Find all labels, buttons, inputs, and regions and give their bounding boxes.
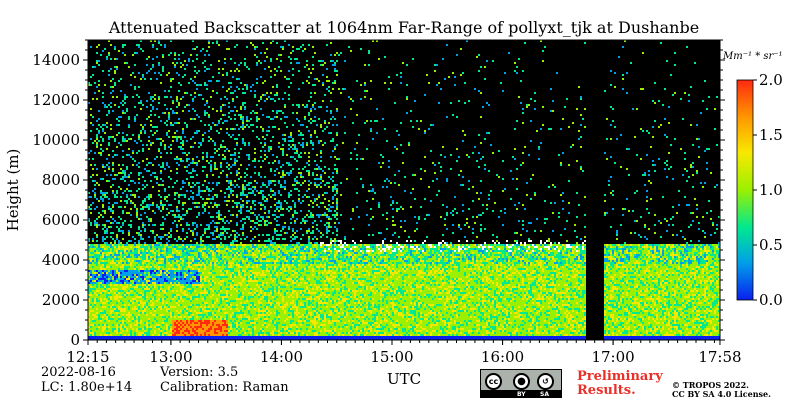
y-axis-label: Height (m): [4, 149, 22, 232]
badge-sa-label: SA: [540, 391, 549, 398]
x-tick-label: 16:00: [481, 348, 524, 366]
y-tick-label: 2000: [42, 291, 80, 309]
x-axis-label: UTC: [387, 370, 421, 388]
colorbar-tick-label: 0.0: [759, 291, 783, 309]
date-label: 2022-08-16: [41, 365, 116, 380]
y-axis: 0 2000 4000 6000 8000 10000 12000 14000: [32, 39, 725, 349]
backscatter-cells: [320, 240, 586, 252]
version-label: Version: 3.5: [160, 365, 239, 380]
colorbar-ticks: 0.0 0.5 1.0 1.5 2.0: [753, 71, 783, 309]
x-tick-label: 13:00: [149, 348, 192, 366]
results-label: Results.: [577, 383, 636, 398]
colorbar-tick-label: 0.5: [759, 236, 783, 254]
colorbar-tick-label: 1.0: [759, 181, 783, 199]
person-icon: ●: [513, 373, 530, 390]
cc-icon: cc: [485, 373, 502, 390]
x-tick-label: 14:00: [260, 348, 303, 366]
backscatter-field: [88, 40, 720, 340]
y-tick-label: 14000: [32, 51, 80, 69]
chart-title: Attenuated Backscatter at 1064nm Far-Ran…: [108, 18, 699, 37]
y-tick-label: 4000: [42, 251, 80, 269]
backscatter-cells: [88, 244, 720, 336]
backscatter-cells: [172, 320, 228, 336]
y-tick-label: 8000: [42, 171, 80, 189]
copyright-label: © TROPOS 2022.: [672, 380, 749, 390]
y-tick-label: 0: [70, 331, 80, 349]
calibration-label: Calibration: Raman: [160, 380, 289, 395]
x-tick-label: 15:00: [370, 348, 413, 366]
share-alike-icon: ↺: [537, 373, 554, 390]
x-tick-label: 12:15: [66, 348, 109, 366]
y-tick-label: 12000: [32, 91, 80, 109]
y-tick-label: 6000: [42, 211, 80, 229]
badge-by-label: BY: [517, 391, 526, 398]
colorbar-unit: Mm⁻¹ * sr⁻¹: [722, 51, 783, 62]
colorbar-tick-label: 1.5: [759, 126, 783, 144]
y-tick-label: 10000: [32, 131, 80, 149]
colorbar-tick-label: 2.0: [759, 71, 783, 89]
colorbar: [736, 79, 754, 301]
x-axis: 12:15 13:00 14:00 15:00 16:00 17:00 17:58: [66, 340, 742, 366]
badge-strip: [481, 390, 561, 397]
lc-label: LC: 1.80e+14: [41, 380, 133, 395]
x-tick-label: 17:58: [698, 348, 741, 366]
x-tick-label: 17:00: [591, 348, 634, 366]
preliminary-label: Preliminary: [577, 369, 663, 384]
license-label: CC BY SA 4.0 License.: [672, 389, 771, 399]
cc-license-icon: cc ● ↺ BY SA: [480, 369, 562, 398]
